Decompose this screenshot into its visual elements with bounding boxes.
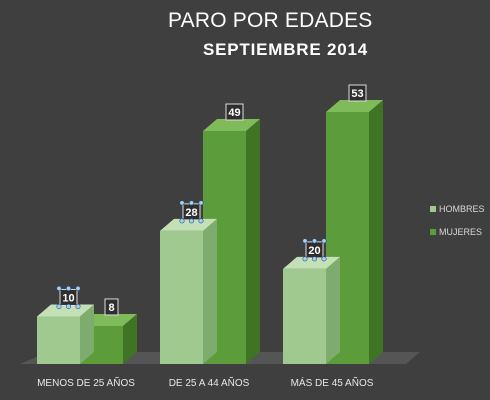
category-label-de-25-a-44-anos: DE 25 A 44 AÑOS	[169, 376, 250, 389]
chart-subtitle: SEPTIEMBRE 2014	[203, 40, 369, 59]
legend[interactable]: HOMBRES MUJERES	[430, 203, 490, 249]
selection-handle[interactable]	[321, 238, 327, 244]
legend-item-mujeres[interactable]: MUJERES	[430, 226, 490, 238]
bar-side-mujeres-de-25-a-44-anos	[246, 119, 260, 365]
legend-label-hombres: HOMBRES	[439, 204, 485, 214]
legend-swatch-mujeres	[430, 229, 436, 235]
data-label-mujeres-de-25-a-44-anos: 49	[228, 107, 240, 119]
legend-swatch-hombres	[430, 206, 436, 212]
chart-title: PARO POR EDADES	[168, 9, 373, 32]
selection-handle[interactable]	[66, 303, 72, 309]
bar-top-mujeres-de-25-a-44-anos	[203, 119, 260, 132]
data-label-hombres-de-25-a-44-anos: 28	[185, 207, 197, 219]
selection-handle[interactable]	[302, 256, 308, 262]
selection-handle[interactable]	[321, 256, 327, 262]
category-label-menos-de-25-anos: MENOS DE 25 AÑOS	[37, 376, 135, 389]
selection-handle[interactable]	[189, 218, 195, 224]
bar-hombres-menos-de-25-anos[interactable]	[37, 316, 80, 364]
selection-handle[interactable]	[189, 200, 195, 206]
legend-item-hombres[interactable]: HOMBRES	[430, 203, 490, 215]
bar-side-hombres-menos-de-25-anos	[80, 304, 94, 364]
data-label-hombres-mas-de-45-anos: 20	[308, 245, 320, 257]
selection-handle[interactable]	[75, 303, 81, 309]
selection-handle[interactable]	[198, 200, 204, 206]
bar-side-mujeres-mas-de-45-anos	[369, 100, 383, 364]
data-label-mujeres-mas-de-45-anos: 53	[351, 88, 363, 100]
selection-handle[interactable]	[56, 303, 62, 309]
bar-side-hombres-mas-de-45-anos	[326, 256, 340, 364]
selection-handle[interactable]	[179, 200, 185, 206]
data-label-box-mujeres-menos-de-25-anos	[104, 298, 119, 316]
bar-hombres-de-25-a-44-anos[interactable]	[160, 230, 203, 364]
data-label-box-mujeres-mas-de-45-anos	[348, 84, 367, 102]
selection-handle[interactable]	[311, 256, 317, 262]
selection-handle[interactable]	[179, 218, 185, 224]
bar-side-mujeres-menos-de-25-anos	[123, 313, 137, 364]
selection-handle[interactable]	[302, 238, 308, 244]
legend-label-mujeres: MUJERES	[439, 227, 483, 237]
bar-top-mujeres-mas-de-45-anos	[326, 100, 383, 112]
bar-side-hombres-de-25-a-44-anos	[203, 218, 217, 364]
category-label-mas-de-45-anos: MÁS DE 45 AÑOS	[291, 376, 374, 389]
bar-hombres-mas-de-45-anos[interactable]	[283, 268, 326, 364]
selection-handle[interactable]	[198, 218, 204, 224]
data-label-mujeres-menos-de-25-anos: 8	[108, 302, 114, 314]
selection-handle[interactable]	[56, 285, 62, 291]
data-label-box-mujeres-de-25-a-44-anos	[225, 103, 244, 121]
bar-top-mujeres-menos-de-25-anos	[80, 313, 137, 326]
selection-handle[interactable]	[66, 285, 72, 291]
selection-handle[interactable]	[75, 285, 81, 291]
selection-handle[interactable]	[311, 238, 317, 244]
data-label-hombres-menos-de-25-anos: 10	[62, 292, 74, 304]
